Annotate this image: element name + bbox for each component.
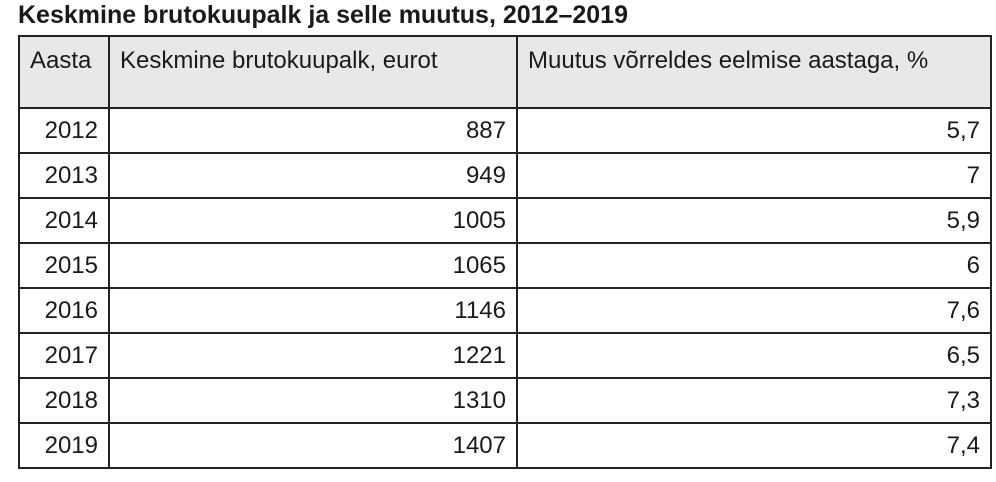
column-header-salary: Keskmine brutokuupalk, eurot <box>108 35 518 109</box>
table-row: 2016 1146 7,6 <box>18 287 992 334</box>
cell-year: 2017 <box>18 332 110 379</box>
cell-change: 7 <box>516 152 992 199</box>
cell-salary: 949 <box>108 152 518 199</box>
table-row: 2014 1005 5,9 <box>18 197 992 244</box>
cell-change: 5,7 <box>516 107 992 154</box>
cell-change: 6 <box>516 242 992 289</box>
column-header-year: Aasta <box>18 35 110 109</box>
table-row: 2015 1065 6 <box>18 242 992 289</box>
cell-change: 6,5 <box>516 332 992 379</box>
cell-change: 7,4 <box>516 422 992 469</box>
cell-change: 5,9 <box>516 197 992 244</box>
column-header-change: Muutus võrreldes eelmise aastaga, % <box>516 35 992 109</box>
cell-year: 2016 <box>18 287 110 334</box>
cell-salary: 1146 <box>108 287 518 334</box>
cell-salary: 1407 <box>108 422 518 469</box>
salary-table: Aasta Keskmine brutokuupalk, eurot Muutu… <box>18 35 992 469</box>
cell-year: 2014 <box>18 197 110 244</box>
cell-salary: 1065 <box>108 242 518 289</box>
cell-salary: 887 <box>108 107 518 154</box>
cell-year: 2015 <box>18 242 110 289</box>
table-row: 2012 887 5,7 <box>18 107 992 154</box>
cell-year: 2019 <box>18 422 110 469</box>
table-row: 2017 1221 6,5 <box>18 332 992 379</box>
table-row: 2013 949 7 <box>18 152 992 199</box>
cell-salary: 1310 <box>108 377 518 424</box>
cell-year: 2018 <box>18 377 110 424</box>
table-row: 2019 1407 7,4 <box>18 422 992 469</box>
cell-change: 7,3 <box>516 377 992 424</box>
cell-change: 7,6 <box>516 287 992 334</box>
cell-salary: 1221 <box>108 332 518 379</box>
table-title: Keskmine brutokuupalk ja selle muutus, 2… <box>18 1 628 29</box>
cell-year: 2013 <box>18 152 110 199</box>
cell-salary: 1005 <box>108 197 518 244</box>
table-row: 2018 1310 7,3 <box>18 377 992 424</box>
table-header-row: Aasta Keskmine brutokuupalk, eurot Muutu… <box>18 35 992 109</box>
cell-year: 2012 <box>18 107 110 154</box>
